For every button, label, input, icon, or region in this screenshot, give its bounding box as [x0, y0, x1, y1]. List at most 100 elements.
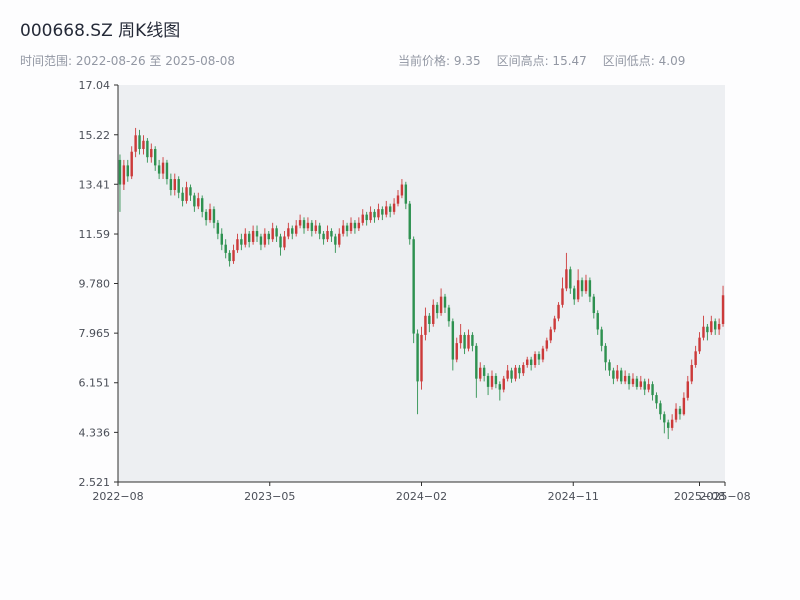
candle-body [447, 307, 451, 322]
x-axis-label: 2025−08 [699, 490, 750, 503]
candle-body [247, 233, 251, 242]
candle-body [373, 211, 376, 218]
candle-body [580, 280, 584, 292]
candle-body [439, 296, 443, 314]
candle-body [153, 148, 157, 166]
candle-body [545, 340, 549, 349]
y-axis-label: 2.521 [79, 476, 111, 489]
candle-body [479, 367, 482, 379]
y-axis-label: 7.965 [79, 327, 111, 340]
x-axis-label: 2024−11 [548, 490, 599, 503]
candle-body [251, 231, 255, 242]
candle-body [157, 165, 161, 174]
candle-body [643, 381, 646, 390]
candle-body [498, 384, 502, 390]
x-axis-label: 2024−02 [396, 490, 447, 503]
candle-body [302, 220, 306, 229]
candle-body [592, 296, 596, 314]
candle-body [655, 395, 658, 404]
candle-body [165, 162, 169, 180]
candle-body [353, 222, 357, 229]
candle-body [392, 203, 396, 212]
candle-body [314, 225, 317, 232]
candle-body [576, 280, 580, 300]
candle-body [193, 195, 196, 207]
candle-body [694, 351, 697, 365]
candle-body [651, 384, 654, 396]
candle-body [365, 214, 368, 221]
candle-body [220, 233, 223, 245]
candle-body [279, 236, 282, 248]
candle-body [267, 233, 270, 240]
candle-body [146, 140, 149, 158]
candle-body [416, 333, 419, 382]
date-range-label: 时间范围: 2022-08-26 至 2025-08-08 [20, 54, 235, 68]
range-high-stat: 区间高点: 15.47 [496, 54, 587, 68]
candle-body [482, 367, 486, 376]
candle-body [494, 375, 498, 385]
candle-body [455, 343, 458, 360]
candle-body [330, 231, 333, 237]
candle-body [306, 222, 310, 229]
candle-body [686, 381, 690, 398]
candle-body [271, 228, 274, 240]
candle-body [236, 239, 239, 251]
candle-body [263, 233, 267, 245]
candle-body [678, 408, 682, 415]
candle-body [381, 209, 384, 215]
candle-body [122, 165, 126, 185]
candle-body [150, 148, 153, 158]
candle-body [181, 192, 184, 201]
candle-body [404, 184, 408, 204]
x-axis-label: 2025−08 [674, 490, 725, 503]
candle-body [710, 321, 713, 333]
candle-body [204, 211, 208, 221]
candle-body [674, 408, 678, 420]
candle-body [185, 187, 188, 201]
candle-body [334, 236, 337, 245]
candle-body [506, 370, 509, 379]
y-axis-label: 11.59 [79, 228, 111, 241]
y-axis-label: 9.780 [79, 278, 111, 291]
candle-body [200, 198, 204, 212]
candle-body [142, 140, 145, 149]
candle-body [573, 288, 576, 300]
plot-area [118, 85, 725, 482]
candle-body [298, 220, 302, 226]
candle-body [717, 323, 721, 330]
candle-body [459, 334, 462, 344]
x-axis-label: 2022−08 [92, 490, 143, 503]
candle-body [228, 252, 231, 262]
candle-body [212, 209, 216, 223]
candle-body [713, 321, 717, 330]
candle-body [627, 375, 631, 385]
candle-body [584, 280, 588, 292]
candle-body [612, 370, 615, 379]
candle-body [240, 239, 243, 245]
candle-body [349, 222, 353, 232]
candle-body [396, 195, 400, 204]
candle-body [522, 364, 525, 374]
candle-body [510, 370, 513, 379]
candle-body [428, 315, 431, 324]
candle-body [369, 211, 372, 221]
candle-body [341, 225, 345, 234]
candle-body [326, 231, 329, 240]
x-axis-label: 2023−05 [244, 490, 295, 503]
candle-body [385, 206, 388, 215]
y-axis-label: 17.04 [79, 79, 111, 92]
candle-body [388, 206, 392, 212]
candle-body [667, 422, 670, 428]
candle-body [322, 233, 325, 240]
candle-body [659, 403, 662, 415]
candle-body [345, 225, 349, 232]
candle-body [475, 345, 478, 379]
candle-body [294, 225, 298, 234]
candle-body [690, 364, 693, 382]
candle-body [287, 228, 290, 237]
candle-body [275, 228, 278, 237]
candle-body [255, 231, 259, 237]
candle-body [177, 179, 180, 193]
candle-body [408, 203, 411, 240]
